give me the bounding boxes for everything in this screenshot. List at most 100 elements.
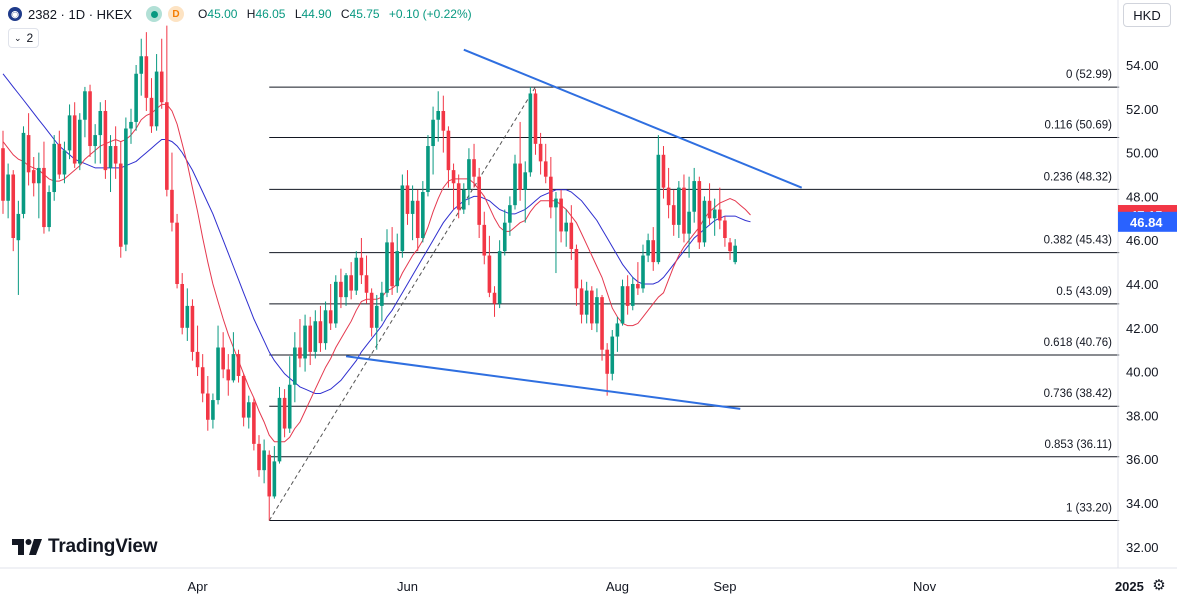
low-value: 44.90 [301,7,332,21]
price-tick-label: 42.00 [1126,321,1159,336]
candle-body [339,281,343,298]
currency-selector[interactable]: HKD [1123,3,1171,27]
symbol-title[interactable]: 2382 · 1D · HKEX [28,6,133,22]
time-tick-label: Jun [397,579,418,594]
candle-body [185,305,190,328]
candle-body [467,159,471,190]
candle-body [37,167,41,184]
candle-body [144,56,149,98]
candle-body [354,257,359,291]
candle-body [31,170,36,184]
open-value: 45.00 [207,7,238,21]
candle-body [492,292,497,304]
fib-level-label: 0 (52.99) [1066,69,1112,81]
candle-body [569,222,574,249]
time-tick-label: Sep [713,579,736,594]
candle-body [610,336,615,374]
high-label: H [246,7,256,21]
candle-body [436,110,440,120]
fib-level-label: 0.736 (38.42) [1044,388,1113,400]
candle-body [508,205,512,223]
fibonacci-retracement[interactable]: 0 (52.99) 0.116 (50.69) 0.236 (48.32) 0.382… [268,69,1120,522]
candle-body [723,220,727,239]
fib-level-label: 0.618 (40.76) [1044,337,1113,349]
candle-body [272,461,277,497]
candle-body [400,185,405,252]
candle-body [405,185,410,214]
candle-body [195,351,200,368]
candle-body [502,222,507,252]
candle-body [718,209,722,221]
candle-body [26,135,31,173]
candle-body [344,275,348,298]
candle-body [671,205,676,225]
candle-body [728,242,732,252]
fib-level-label: 0.5 (43.09) [1056,286,1112,298]
candle-body [513,163,517,206]
candle-body [559,198,563,232]
candle-body [252,402,256,444]
market-status-icon[interactable] [146,6,163,22]
candle-body [712,209,717,219]
price-tick-label: 34.00 [1126,496,1159,511]
candle-body [323,310,328,344]
high-value: 46.05 [255,7,286,21]
candle-body [600,297,604,350]
fib-level-label: 0.236 (48.32) [1044,171,1113,183]
ohlc-readout: O45.00 H46.05 L44.90 C45.75 +0.10 (+0.22… [198,7,478,21]
data-delay-badge[interactable]: D [168,6,185,22]
fib-level-label: 0.853 (36.11) [1044,439,1112,451]
candle-body [595,297,599,324]
candle-body [666,187,671,206]
candle-body [78,119,82,164]
time-tick-label: Apr [187,579,208,594]
candle-body [175,222,179,284]
candle-body [625,286,630,306]
candle-body [349,275,353,291]
candle-body [651,240,656,263]
candle-body [687,211,691,234]
candle-body [200,367,205,394]
candle-body [451,170,456,184]
candle-body [482,224,487,256]
time-tick-label: 2025 [1115,579,1144,594]
candle-body [62,150,67,175]
candle-body [472,159,476,177]
candle-body [564,222,568,232]
low-label: L [294,7,302,21]
candle-body [487,255,492,293]
candle-body [441,110,446,131]
candle-body [206,393,210,420]
candle-body [426,146,430,193]
candle-body [328,310,333,324]
candle-body [615,323,620,337]
price-tick-label: 44.00 [1126,277,1159,292]
open-label: O [198,7,208,21]
candle-body [620,286,625,324]
tradingview-logo[interactable]: TradingView [12,536,158,558]
candle-body [47,192,51,228]
candle-body [538,143,543,162]
candle-body [42,167,46,228]
close-label: C [340,7,350,21]
candle-body [103,110,108,171]
candle-body [6,174,10,201]
price-tick-label: 38.00 [1126,408,1159,423]
candlestick-series [1,25,737,521]
candle-body [543,161,548,177]
time-axis[interactable]: Apr Jun Aug Sep Nov 2025 [0,567,1177,594]
candle-body [590,290,594,324]
trendlines[interactable] [345,48,803,410]
candle-body [98,110,103,136]
price-tick-label: 52.00 [1126,102,1159,117]
chevron-down-icon: ⌄ [14,32,22,43]
candle-body [226,369,231,381]
settings-gear-icon[interactable]: ⚙ [1152,577,1166,594]
candle-body [72,115,77,164]
indicators-toggle[interactable]: ⌄ 2 [8,28,40,48]
candle-body [246,402,251,418]
price-axis[interactable]: 32.00 34.00 36.00 38.00 40.00 42.00 44.00 46.00… [1117,0,1177,568]
price-tick-label: 50.00 [1126,146,1159,161]
time-tick-label: Aug [606,579,629,594]
